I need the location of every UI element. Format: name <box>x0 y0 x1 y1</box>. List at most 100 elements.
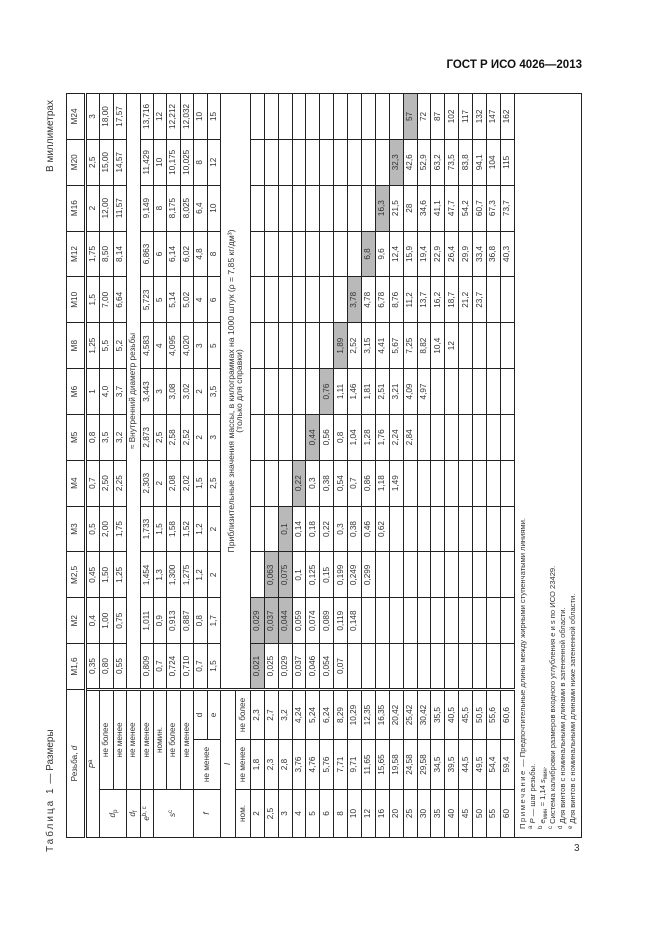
notes: Примечание — Предпочтительные длины межд… <box>514 93 582 838</box>
l-nom-label: ном. <box>235 789 251 838</box>
f-d-row: f не менее d 0,7 0,8 1,2 1,2 1,5 2 2 3 4 4,8 6,4 8 1… <box>193 93 221 838</box>
thread-label: Резьба, <box>70 750 80 782</box>
dim-value: 1,5 <box>193 460 208 507</box>
mass-value <box>319 322 334 369</box>
length-min: 29,58 <box>417 739 431 790</box>
mass-value <box>333 276 348 323</box>
length-min: 34,5 <box>430 739 445 790</box>
length-nominal: 10 <box>347 789 362 838</box>
length-max: 30,42 <box>417 689 431 740</box>
mass-value <box>361 643 376 690</box>
mass-value <box>264 139 279 186</box>
mass-value <box>305 231 320 277</box>
length-min: 11,65 <box>361 739 376 790</box>
mass-value <box>278 231 293 277</box>
mass-value <box>305 368 320 415</box>
length-row: 12 11,65 12,35 0,299 0,46 0,86 1,28 1,81 3,15 4,7… <box>361 93 376 838</box>
s-symbol: s <box>168 812 178 818</box>
mass-value <box>250 368 265 415</box>
mass-value <box>472 551 487 598</box>
dim-value: 0,75 <box>113 597 127 644</box>
dim-value: 2,5 <box>207 460 221 507</box>
length-nominal: 5 <box>305 789 320 838</box>
dim-value: 1,3 <box>153 551 167 598</box>
dim-value: 9,149 <box>140 185 154 232</box>
dim-value: 3,5 <box>207 368 221 415</box>
length-nominal: 2 <box>250 789 265 838</box>
dim-value: 2,52 <box>180 414 194 461</box>
mass-caption: Приблизительные значения массы, в килогр… <box>220 93 251 690</box>
mass-value <box>333 139 348 186</box>
mass-value: 0,063 <box>264 551 279 598</box>
mass-value <box>417 506 431 552</box>
mass-value: 23,7 <box>472 276 487 323</box>
column-header-M10: M10 <box>66 276 86 323</box>
mass-value <box>444 551 459 598</box>
footnote-d: d Для винтов с номинальными длинами в за… <box>558 94 568 829</box>
length-min: 24,58 <box>403 739 418 790</box>
mass-value <box>403 643 418 690</box>
mass-value: 1,46 <box>347 368 362 415</box>
footnote-a: a P — шаг резьбы. <box>528 94 538 829</box>
mass-value: 4,78 <box>361 276 376 323</box>
mass-value: 40,3 <box>500 231 515 277</box>
dim-value: 12,00 <box>99 185 114 232</box>
mass-value: 1,18 <box>375 460 390 507</box>
length-nominal: 60 <box>500 789 515 838</box>
mass-value: 102 <box>444 93 459 140</box>
dim-value: 10,175 <box>166 139 181 186</box>
footnote-text: Для винтов с номинальными длинами в зате… <box>557 607 567 824</box>
mass-value <box>486 597 501 644</box>
mass-value: 0,8 <box>333 414 348 461</box>
dim-value: 5,723 <box>140 276 154 323</box>
s-max-row: не более 0,724 0,913 1,300 1,58 2,08 2,58 3,08… <box>166 93 181 838</box>
mass-value: 0,059 <box>292 597 306 644</box>
dim-value: 4,0 <box>99 368 114 415</box>
dim-value: 0,8 <box>193 597 208 644</box>
dim-value: 1,5 <box>207 643 221 690</box>
mass-value <box>319 276 334 323</box>
mass-value <box>430 597 445 644</box>
dim-value: 1,52 <box>180 506 194 552</box>
length-max: 16,35 <box>375 689 390 740</box>
dim-value: 10,025 <box>180 139 194 186</box>
mass-value: 0,3 <box>333 506 348 552</box>
mass-value <box>389 506 404 552</box>
mass-value <box>403 551 418 598</box>
mass-value <box>278 460 293 507</box>
table-title: Таблица 1 — Размеры <box>45 729 56 852</box>
page-number: 3 <box>574 843 580 854</box>
length-max: 2,3 <box>250 689 265 740</box>
dim-value: 2,50 <box>99 460 114 507</box>
mass-value: 67,3 <box>486 185 501 232</box>
length-nominal: 45 <box>458 789 473 838</box>
dimensions-table: Резьба, d M1,6 M2 M2,5 M3 M4 M5 M6 M8 M10 M12 M16 M… <box>66 93 582 838</box>
mass-value <box>264 185 279 232</box>
mass-value: 1,89 <box>333 322 348 369</box>
length-min: 7,71 <box>333 739 348 790</box>
footnote-ref: c <box>168 809 175 813</box>
mass-value <box>500 551 515 598</box>
dim-value: 1 <box>85 368 100 415</box>
mass-value: 0,38 <box>347 506 362 552</box>
dim-value: 0,7 <box>193 643 208 690</box>
mass-value: 0,199 <box>333 551 348 598</box>
length-row: 35 34,5 35,5 10,4 16,2 22,9 41,1 63,2 87 <box>430 93 445 838</box>
dim-value: 10 <box>207 185 221 232</box>
dim-value: 6,4 <box>193 185 208 232</box>
length-row: 10 9,71 10,29 0,148 0,249 0,38 0,7 1,04 1,46 2,52… <box>347 93 362 838</box>
dim-value: 8,175 <box>166 185 181 232</box>
mass-value: 16,2 <box>430 276 445 323</box>
dim-value: 13,716 <box>140 93 154 140</box>
mass-value <box>458 460 473 507</box>
footnote-mark: a <box>527 825 534 829</box>
dim-value: 3,7 <box>113 368 127 415</box>
dim-value: 3 <box>85 93 100 140</box>
footnote-ref: a <box>88 759 95 763</box>
dim-value: 1,75 <box>113 506 127 552</box>
mass-value <box>389 93 404 140</box>
length-nominal: 25 <box>403 789 418 838</box>
mass-value <box>264 231 279 277</box>
mass-value <box>417 414 431 461</box>
dim-value: 5 <box>153 276 167 323</box>
